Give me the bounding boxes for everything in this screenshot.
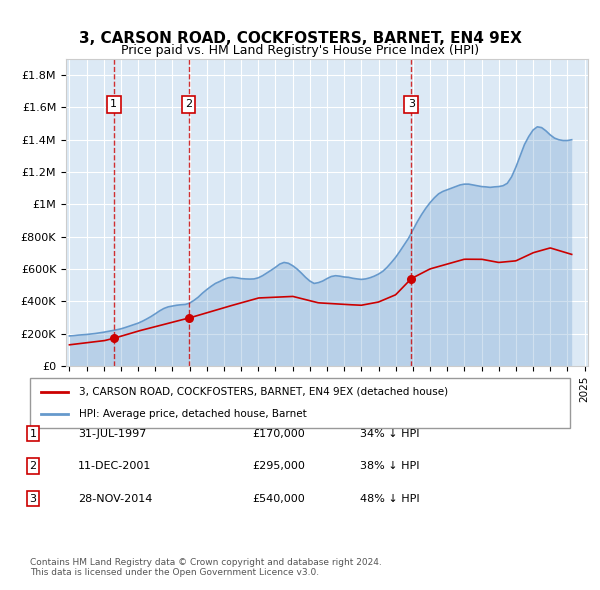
- Text: £170,000: £170,000: [252, 429, 305, 438]
- Text: 3, CARSON ROAD, COCKFOSTERS, BARNET, EN4 9EX (detached house): 3, CARSON ROAD, COCKFOSTERS, BARNET, EN4…: [79, 386, 448, 396]
- Text: 34% ↓ HPI: 34% ↓ HPI: [360, 429, 419, 438]
- Point: [184, 313, 193, 323]
- FancyBboxPatch shape: [30, 378, 570, 428]
- Text: 1: 1: [110, 99, 117, 109]
- Text: Contains HM Land Registry data © Crown copyright and database right 2024.
This d: Contains HM Land Registry data © Crown c…: [30, 558, 382, 577]
- Text: £295,000: £295,000: [252, 461, 305, 471]
- Point: [109, 333, 119, 343]
- Text: 3: 3: [29, 494, 37, 503]
- Text: £540,000: £540,000: [252, 494, 305, 503]
- Text: 28-NOV-2014: 28-NOV-2014: [78, 494, 152, 503]
- Text: 38% ↓ HPI: 38% ↓ HPI: [360, 461, 419, 471]
- Text: HPI: Average price, detached house, Barnet: HPI: Average price, detached house, Barn…: [79, 409, 307, 419]
- Text: 48% ↓ HPI: 48% ↓ HPI: [360, 494, 419, 503]
- Point: [407, 274, 416, 283]
- Text: 2: 2: [29, 461, 37, 471]
- Text: 3: 3: [408, 99, 415, 109]
- Text: 31-JUL-1997: 31-JUL-1997: [78, 429, 146, 438]
- Text: 2: 2: [185, 99, 192, 109]
- Text: Price paid vs. HM Land Registry's House Price Index (HPI): Price paid vs. HM Land Registry's House …: [121, 44, 479, 57]
- Text: 11-DEC-2001: 11-DEC-2001: [78, 461, 151, 471]
- Text: 1: 1: [29, 429, 37, 438]
- Text: 3, CARSON ROAD, COCKFOSTERS, BARNET, EN4 9EX: 3, CARSON ROAD, COCKFOSTERS, BARNET, EN4…: [79, 31, 521, 46]
